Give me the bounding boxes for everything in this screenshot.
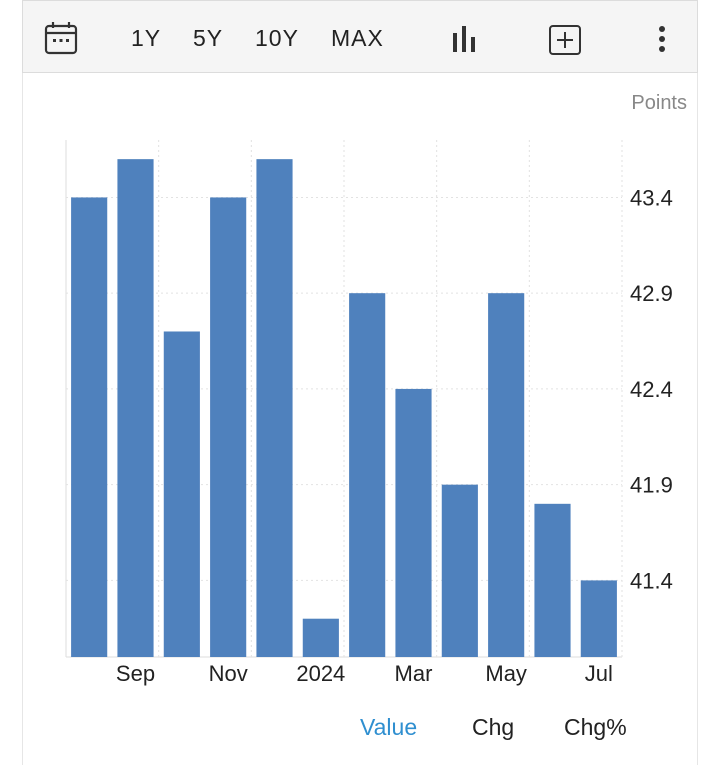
bar-jan[interactable] bbox=[302, 618, 339, 657]
legend-chg-pct-tab[interactable]: Chg% bbox=[564, 714, 627, 740]
legend-value-tab[interactable]: Value bbox=[360, 714, 418, 740]
bar-mar[interactable] bbox=[395, 388, 432, 657]
chart-grid bbox=[65, 140, 623, 658]
bar-may[interactable] bbox=[488, 293, 525, 657]
x-tick-label: Nov bbox=[209, 661, 248, 686]
panel-border-right bbox=[697, 73, 698, 765]
y-axis-ticks: 43.4 42.9 42.4 41.9 41.4 bbox=[630, 185, 673, 593]
chart-toolbar: 1Y 5Y 10Y MAX bbox=[22, 0, 698, 73]
bar-oct[interactable] bbox=[163, 331, 200, 657]
x-axis-ticks: Sep Nov 2024 Mar May Jul bbox=[116, 661, 613, 686]
range-10y-button[interactable]: 10Y bbox=[255, 25, 299, 51]
bar-chart-icon[interactable] bbox=[451, 25, 479, 58]
bar-dec[interactable] bbox=[256, 159, 293, 658]
y-tick-label: 42.9 bbox=[630, 281, 673, 306]
bar-jun[interactable] bbox=[534, 503, 571, 657]
bar-jul[interactable] bbox=[580, 580, 617, 657]
legend-chg-tab[interactable]: Chg bbox=[472, 714, 515, 740]
x-tick-label: May bbox=[485, 661, 527, 686]
add-box-icon[interactable] bbox=[548, 24, 582, 61]
x-tick-label: Mar bbox=[395, 661, 433, 686]
unit-label: Points bbox=[631, 92, 687, 114]
bar-feb[interactable] bbox=[349, 293, 386, 657]
x-tick-label: Sep bbox=[116, 661, 155, 686]
x-tick-label: Jul bbox=[585, 661, 613, 686]
range-1y-button[interactable]: 1Y bbox=[131, 25, 162, 51]
y-tick-label: 42.4 bbox=[630, 377, 673, 402]
x-tick-label: 2024 bbox=[296, 661, 345, 686]
bar-sep[interactable] bbox=[117, 159, 154, 658]
more-vert-icon[interactable] bbox=[657, 25, 667, 58]
bar-aug[interactable] bbox=[71, 197, 108, 657]
range-5y-button[interactable]: 5Y bbox=[193, 25, 224, 51]
y-tick-label: 41.9 bbox=[630, 473, 673, 498]
chart-bars bbox=[71, 159, 617, 658]
bar-nov[interactable] bbox=[210, 197, 247, 657]
bar-chart: 43.4 42.9 42.4 41.9 41.4 Sep Nov 2024 Mar May Jul bbox=[65, 140, 673, 686]
range-max-button[interactable]: MAX bbox=[331, 25, 384, 51]
panel-border-left bbox=[22, 73, 23, 765]
bar-apr[interactable] bbox=[441, 484, 478, 657]
calendar-icon[interactable] bbox=[44, 21, 78, 60]
y-tick-label: 41.4 bbox=[630, 568, 673, 593]
y-tick-label: 43.4 bbox=[630, 185, 673, 210]
